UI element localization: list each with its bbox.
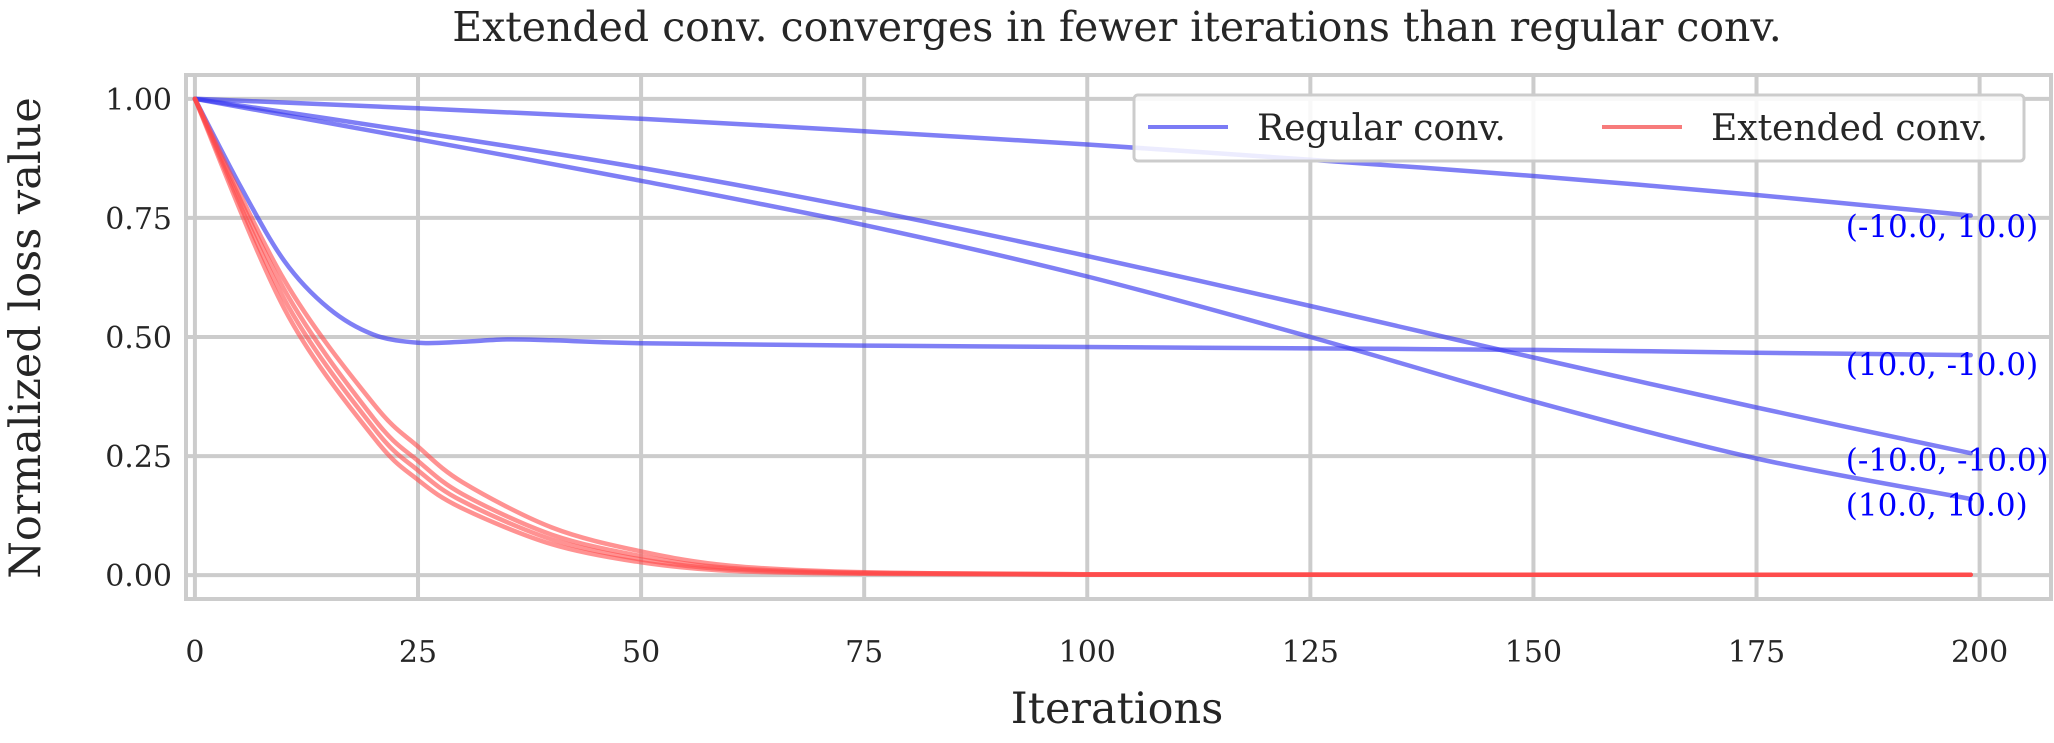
y-tick-labels: 0.00 0.25 0.50 0.75 1.00: [105, 83, 172, 594]
x-tick-label: 0: [185, 635, 204, 670]
chart-title: Extended conv. converges in fewer iterat…: [452, 3, 1782, 51]
regular-conv-line: [192, 96, 1973, 456]
y-axis-label: Normalized loss value: [1, 97, 51, 579]
legend-box: [1132, 93, 2026, 163]
regular-conv-line: [192, 96, 1973, 218]
series-end-label: (-10.0, 10.0): [1846, 209, 2038, 245]
y-tick-label: 0.00: [105, 559, 172, 594]
x-tick-labels: 0 25 50 75 100 125 150 175 200: [185, 635, 2008, 670]
series-layer: [192, 96, 1973, 578]
y-tick-label: 0.25: [105, 440, 172, 475]
series-end-labels: (-10.0, 10.0) (10.0, -10.0) (-10.0, -10.0)…: [1846, 209, 2049, 524]
extended-conv-line: [192, 96, 1973, 578]
legend-label-regular: Regular conv.: [1257, 108, 1506, 149]
x-tick-label: 75: [845, 635, 883, 670]
x-tick-label: 50: [622, 635, 660, 670]
y-tick-label: 1.00: [105, 83, 172, 118]
x-tick-label: 25: [399, 635, 437, 670]
y-tick-label: 0.75: [105, 202, 172, 237]
plot-frame: [184, 73, 2053, 601]
x-tick-label: 125: [1282, 635, 1339, 670]
x-tick-label: 100: [1059, 635, 1116, 670]
legend: Regular conv. Extended conv.: [1132, 93, 2026, 163]
regular-conv-line: [192, 96, 1973, 502]
y-tick-label: 0.50: [105, 321, 172, 356]
x-tick-label: 150: [1505, 635, 1562, 670]
regular-conv-line: [192, 96, 1973, 358]
series-end-label: (10.0, -10.0): [1846, 347, 2038, 383]
x-tick-label: 200: [1951, 635, 2008, 670]
series-end-label: (10.0, 10.0): [1846, 488, 2028, 524]
x-axis-label: Iterations: [1011, 684, 1224, 734]
x-tick-label: 175: [1728, 635, 1785, 670]
legend-label-extended: Extended conv.: [1711, 108, 1988, 149]
series-end-label: (-10.0, -10.0): [1846, 442, 2049, 478]
